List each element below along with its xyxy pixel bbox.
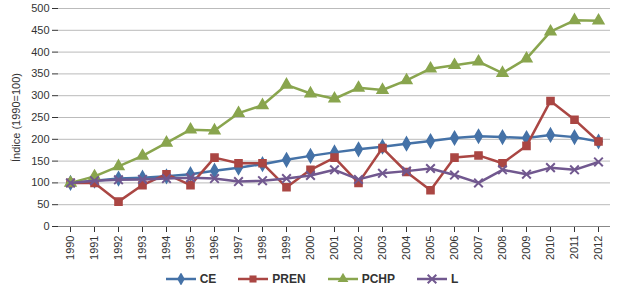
html-text:L: L [451, 272, 459, 286]
svg-text:2002: 2002 [352, 236, 364, 260]
svg-text:2007: 2007 [472, 236, 484, 260]
svg-text:150: 150 [31, 155, 49, 167]
svg-text:1997: 1997 [232, 236, 244, 260]
svg-text:2010: 2010 [544, 236, 556, 260]
svg-text:350: 350 [31, 67, 49, 79]
svg-text:400: 400 [31, 46, 49, 58]
svg-text:2004: 2004 [400, 236, 412, 260]
svg-text:50: 50 [37, 198, 49, 210]
svg-text:2006: 2006 [448, 236, 460, 260]
svg-text:1996: 1996 [208, 236, 220, 260]
svg-text:1999: 1999 [280, 236, 292, 260]
svg-text:2003: 2003 [376, 236, 388, 260]
svg-text:300: 300 [31, 89, 49, 101]
html-text:CE: CE [199, 272, 217, 286]
svg-text:1995: 1995 [184, 236, 196, 260]
svg-text:2009: 2009 [520, 236, 532, 260]
svg-text:1992: 1992 [112, 236, 124, 260]
svg-text:250: 250 [31, 111, 49, 123]
svg-text:2005: 2005 [424, 236, 436, 260]
svg-text:2001: 2001 [328, 236, 340, 260]
svg-text:2012: 2012 [592, 236, 604, 260]
svg-text:2008: 2008 [496, 236, 508, 260]
svg-text:1998: 1998 [256, 236, 268, 260]
svg-text:Índice (1990=100): Índice (1990=100) [10, 73, 22, 162]
svg-text:2011: 2011 [568, 236, 580, 260]
svg-text:200: 200 [31, 133, 49, 145]
svg-text:500: 500 [31, 2, 49, 14]
html-text:PCHP: PCHP [361, 272, 395, 286]
svg-text:1994: 1994 [160, 236, 172, 260]
svg-text:1990: 1990 [64, 236, 76, 260]
svg-text:0: 0 [43, 220, 49, 232]
svg-text:100: 100 [31, 176, 49, 188]
svg-text:2000: 2000 [304, 236, 316, 260]
svg-text:1991: 1991 [88, 236, 100, 260]
html-text:PREN: PREN [272, 272, 306, 286]
svg-text:1993: 1993 [136, 236, 148, 260]
svg-text:450: 450 [31, 24, 49, 36]
